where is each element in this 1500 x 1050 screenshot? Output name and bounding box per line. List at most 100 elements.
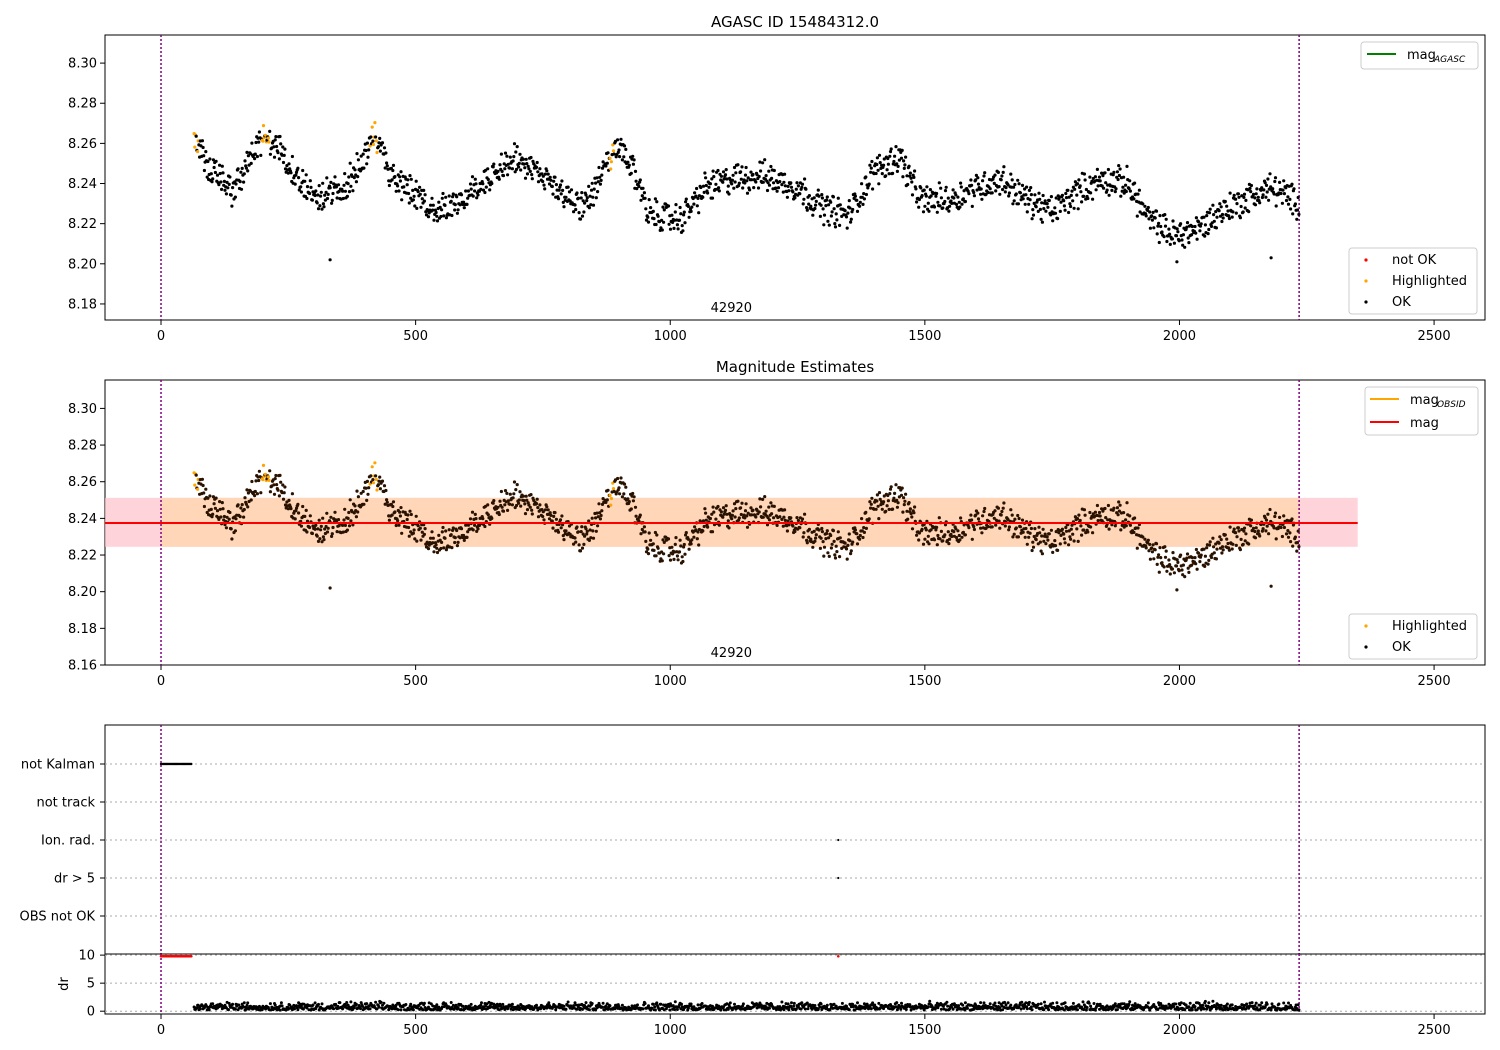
ok-point xyxy=(329,515,333,519)
ok-point xyxy=(1199,222,1203,226)
dr-point xyxy=(227,1008,230,1012)
magnitude-legend-markers-box xyxy=(1348,613,1478,660)
dr-point xyxy=(803,1007,807,1011)
dr-point xyxy=(957,1004,961,1008)
ok-point xyxy=(531,159,535,163)
dr-point xyxy=(816,1007,820,1011)
ok-point xyxy=(825,529,829,533)
ok-point xyxy=(558,518,563,522)
ok-point xyxy=(229,193,233,197)
ok-point xyxy=(343,189,347,193)
ok-point xyxy=(396,519,400,523)
dr-point xyxy=(786,1002,790,1006)
ok-point xyxy=(1163,213,1167,217)
dr-point xyxy=(828,1008,832,1011)
ok-point xyxy=(1020,183,1025,187)
dr-point xyxy=(296,1008,300,1012)
dr-point xyxy=(1159,1002,1163,1005)
ok-point xyxy=(934,194,938,198)
ok-point xyxy=(282,491,286,495)
dr-point xyxy=(399,1008,403,1012)
ok-point xyxy=(214,496,218,500)
ok-point xyxy=(708,182,713,186)
dr-point xyxy=(904,1008,908,1011)
ok-point xyxy=(281,497,286,501)
ok-point xyxy=(957,200,961,204)
ok-point xyxy=(341,523,345,528)
ok-point xyxy=(1297,545,1301,549)
ok-point xyxy=(706,191,710,195)
ok-point xyxy=(598,517,603,521)
ok-point xyxy=(554,183,559,187)
ok-point xyxy=(1046,538,1050,542)
ok-point xyxy=(449,533,453,537)
ok-point xyxy=(708,516,713,521)
ok-point xyxy=(642,525,647,529)
ok-point xyxy=(580,191,584,195)
dr-point xyxy=(338,1001,342,1005)
ok-point xyxy=(604,164,608,168)
ok-point xyxy=(242,515,246,519)
ok-point xyxy=(321,181,325,185)
ok-point xyxy=(244,502,248,506)
ok-point xyxy=(758,497,762,501)
ok-point xyxy=(331,191,335,196)
ok-point xyxy=(812,529,816,534)
ok-point xyxy=(600,173,604,177)
ok-point xyxy=(1080,200,1084,204)
dr-point xyxy=(1244,1007,1248,1011)
ok-point xyxy=(745,514,749,518)
ok-point xyxy=(849,549,853,553)
ok-point xyxy=(299,190,303,194)
ok-point xyxy=(960,202,964,206)
ok-point xyxy=(902,159,906,163)
ok-point xyxy=(649,206,653,210)
ok-point xyxy=(1232,193,1236,197)
ok-point xyxy=(1260,195,1264,200)
dr-point xyxy=(423,1006,427,1009)
ok-point xyxy=(947,542,951,546)
dr-point xyxy=(1027,1000,1031,1004)
ok-point xyxy=(1181,243,1185,247)
ok-point xyxy=(450,213,454,218)
ok-point xyxy=(1028,531,1032,535)
dr-point xyxy=(352,1006,356,1010)
ok-point xyxy=(1107,527,1111,531)
ok-point xyxy=(914,187,918,191)
ok-point xyxy=(1121,185,1125,189)
ok-point xyxy=(343,172,347,176)
ok-point xyxy=(895,162,899,166)
ok-point xyxy=(398,175,402,179)
legend-ok-marker-2 xyxy=(1364,645,1368,649)
ok-point xyxy=(589,188,594,192)
ok-point xyxy=(474,182,478,186)
ok-point xyxy=(1029,193,1033,197)
ok-point xyxy=(228,510,232,515)
ok-point xyxy=(496,505,500,509)
legend-highlighted-label: Highlighted xyxy=(1392,274,1467,289)
dr-point xyxy=(789,1004,793,1008)
dr-point xyxy=(641,1007,645,1011)
ok-point xyxy=(194,134,198,138)
ok-point xyxy=(1292,187,1296,191)
ok-point xyxy=(845,226,849,230)
ok-point xyxy=(1296,195,1300,200)
dr-point xyxy=(260,1008,264,1012)
ok-point xyxy=(939,529,944,534)
ok-point xyxy=(407,534,411,538)
ok-point xyxy=(833,222,837,226)
ok-point xyxy=(616,150,620,154)
ok-point xyxy=(1286,202,1291,206)
ok-point xyxy=(880,172,884,176)
ok-point xyxy=(1062,537,1066,541)
ok-point xyxy=(908,507,913,511)
ok-point xyxy=(462,538,466,543)
ok-point xyxy=(585,532,589,536)
ok-point xyxy=(1219,205,1223,209)
ok-point xyxy=(1137,188,1141,192)
ok-point xyxy=(1209,224,1214,228)
ok-point xyxy=(632,158,636,162)
ok-point xyxy=(803,177,807,181)
ok-point xyxy=(761,180,765,184)
ok-point xyxy=(1027,202,1031,206)
